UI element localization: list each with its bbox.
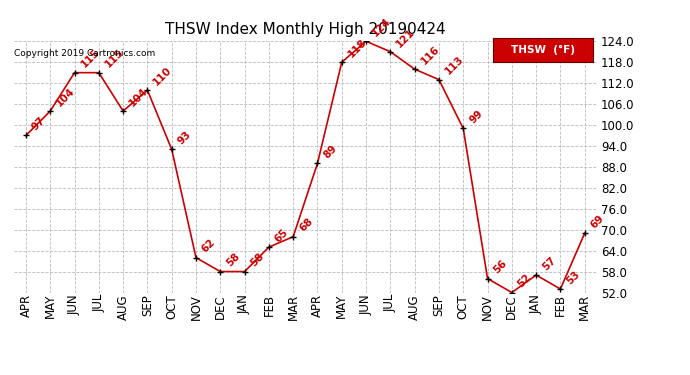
Text: 118: 118 (346, 37, 368, 59)
Text: 89: 89 (322, 143, 339, 160)
Text: 97: 97 (30, 116, 48, 133)
Text: 57: 57 (540, 255, 558, 272)
Title: THSW Index Monthly High 20190424: THSW Index Monthly High 20190424 (165, 22, 446, 37)
Text: 53: 53 (564, 269, 582, 286)
Text: 58: 58 (249, 252, 266, 269)
Text: 65: 65 (273, 227, 290, 244)
Text: 52: 52 (516, 272, 533, 290)
Text: 93: 93 (176, 129, 193, 147)
Text: 116: 116 (419, 44, 442, 66)
Text: 113: 113 (443, 54, 466, 77)
Text: 115: 115 (103, 47, 126, 70)
Text: 121: 121 (395, 27, 417, 49)
Text: 56: 56 (492, 258, 509, 276)
Text: 68: 68 (297, 217, 315, 234)
Text: 62: 62 (200, 237, 217, 255)
Text: 69: 69 (589, 213, 606, 230)
Text: 115: 115 (79, 47, 101, 70)
Text: Copyright 2019 Cartronics.com: Copyright 2019 Cartronics.com (14, 49, 155, 58)
Text: 99: 99 (467, 109, 484, 126)
Text: 104: 104 (55, 86, 77, 108)
Text: 110: 110 (152, 65, 174, 87)
Text: 58: 58 (224, 252, 241, 269)
Text: 124: 124 (371, 16, 393, 39)
Text: 104: 104 (127, 86, 150, 108)
Text: THSW  (°F): THSW (°F) (511, 45, 575, 55)
